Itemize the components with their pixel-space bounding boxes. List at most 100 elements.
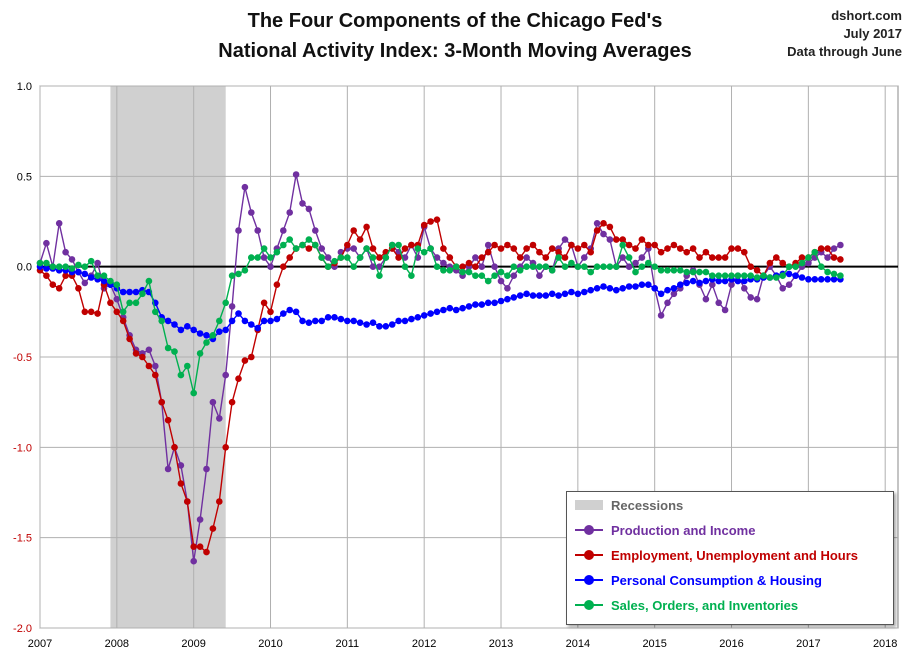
legend-item-consumption: Personal Consumption & Housing — [575, 570, 822, 590]
data-point-consumption — [664, 286, 671, 294]
data-point-sales — [158, 317, 165, 325]
x-tick-label: 2009 — [181, 638, 205, 650]
data-point-production — [190, 557, 197, 565]
data-point-production — [581, 254, 588, 261]
data-point-sales — [638, 263, 646, 271]
data-point-sales — [280, 241, 287, 249]
data-point-consumption — [369, 319, 377, 327]
data-point-employment — [472, 263, 479, 271]
data-point-consumption — [324, 314, 332, 321]
data-point-sales — [734, 272, 742, 280]
recession-swatch — [575, 500, 603, 510]
data-point-production — [324, 254, 332, 261]
data-point-employment — [581, 241, 588, 249]
data-point-consumption — [824, 276, 831, 283]
data-point-employment — [75, 285, 82, 292]
data-point-production — [376, 263, 383, 271]
data-point-employment — [433, 216, 441, 223]
data-point-consumption — [235, 310, 242, 317]
data-point-employment — [779, 259, 786, 267]
data-point-employment — [273, 281, 281, 289]
data-point-production — [216, 415, 223, 422]
data-point-sales — [632, 268, 639, 276]
data-point-production — [248, 209, 255, 216]
data-point-sales — [164, 344, 172, 352]
data-point-production — [504, 285, 511, 292]
data-point-employment — [523, 245, 530, 252]
x-tick-label: 2017 — [796, 638, 820, 650]
data-point-employment — [529, 241, 537, 249]
data-point-employment — [824, 245, 831, 252]
data-point-sales — [459, 268, 466, 276]
data-point-consumption — [817, 276, 825, 283]
data-point-production — [305, 205, 313, 213]
data-point-sales — [484, 277, 492, 285]
data-point-sales — [536, 263, 543, 271]
data-point-consumption — [126, 288, 133, 296]
data-point-sales — [478, 272, 486, 280]
data-point-consumption — [350, 317, 358, 325]
data-point-consumption — [196, 330, 204, 337]
data-point-sales — [587, 268, 594, 276]
data-point-production — [721, 306, 729, 314]
data-point-production — [702, 295, 710, 303]
data-point-consumption — [593, 285, 601, 292]
data-point-employment — [164, 416, 172, 424]
data-point-production — [113, 295, 121, 303]
data-point-sales — [331, 257, 338, 265]
data-point-employment — [196, 543, 204, 550]
data-point-consumption — [414, 314, 422, 321]
data-point-production — [196, 516, 204, 523]
data-point-sales — [241, 267, 249, 274]
data-point-consumption — [305, 319, 313, 327]
data-point-consumption — [286, 306, 294, 314]
data-point-employment — [190, 543, 197, 550]
data-point-consumption — [318, 317, 326, 325]
data-point-production — [350, 245, 358, 252]
data-point-production — [62, 248, 69, 256]
y-tick-label: -1.5 — [13, 533, 32, 545]
data-point-sales — [324, 263, 332, 271]
data-point-production — [203, 465, 210, 473]
legend-label-employment: Employment, Unemployment and Hours — [611, 547, 859, 563]
data-point-consumption — [478, 301, 486, 308]
data-point-consumption — [510, 294, 518, 301]
data-point-consumption — [164, 317, 172, 325]
data-point-sales — [401, 263, 409, 271]
data-point-employment — [286, 254, 294, 261]
data-point-consumption — [472, 301, 479, 308]
data-point-employment — [516, 254, 524, 261]
data-point-production — [164, 465, 172, 473]
data-point-sales — [62, 263, 69, 271]
data-point-production — [491, 263, 498, 271]
data-point-production — [254, 227, 261, 234]
legend-item-employment: Employment, Unemployment and Hours — [575, 545, 858, 565]
data-point-sales — [196, 350, 204, 357]
data-point-production — [657, 312, 665, 319]
data-point-production — [664, 299, 671, 307]
data-point-employment — [683, 248, 690, 256]
x-tick-label: 2012 — [412, 638, 436, 650]
data-point-employment — [715, 254, 722, 261]
data-point-sales — [107, 277, 114, 285]
data-point-employment — [497, 245, 505, 252]
data-point-consumption — [81, 270, 89, 278]
data-point-employment — [817, 245, 825, 252]
data-point-sales — [126, 299, 133, 307]
data-point-sales — [792, 263, 799, 271]
data-point-sales — [49, 263, 57, 271]
source-site: dshort.com — [831, 8, 902, 23]
data-point-sales — [625, 254, 633, 261]
data-point-sales — [683, 268, 690, 276]
data-point-sales — [152, 308, 159, 316]
data-point-sales — [433, 263, 441, 271]
data-point-consumption — [395, 317, 402, 325]
data-point-consumption — [356, 319, 364, 327]
y-tick-label: 1.0 — [17, 81, 32, 93]
data-point-consumption — [529, 292, 537, 299]
data-point-sales — [817, 263, 825, 271]
data-point-employment — [209, 525, 217, 532]
data-point-sales — [388, 241, 396, 249]
data-point-employment — [145, 362, 153, 370]
data-point-production — [741, 285, 748, 292]
